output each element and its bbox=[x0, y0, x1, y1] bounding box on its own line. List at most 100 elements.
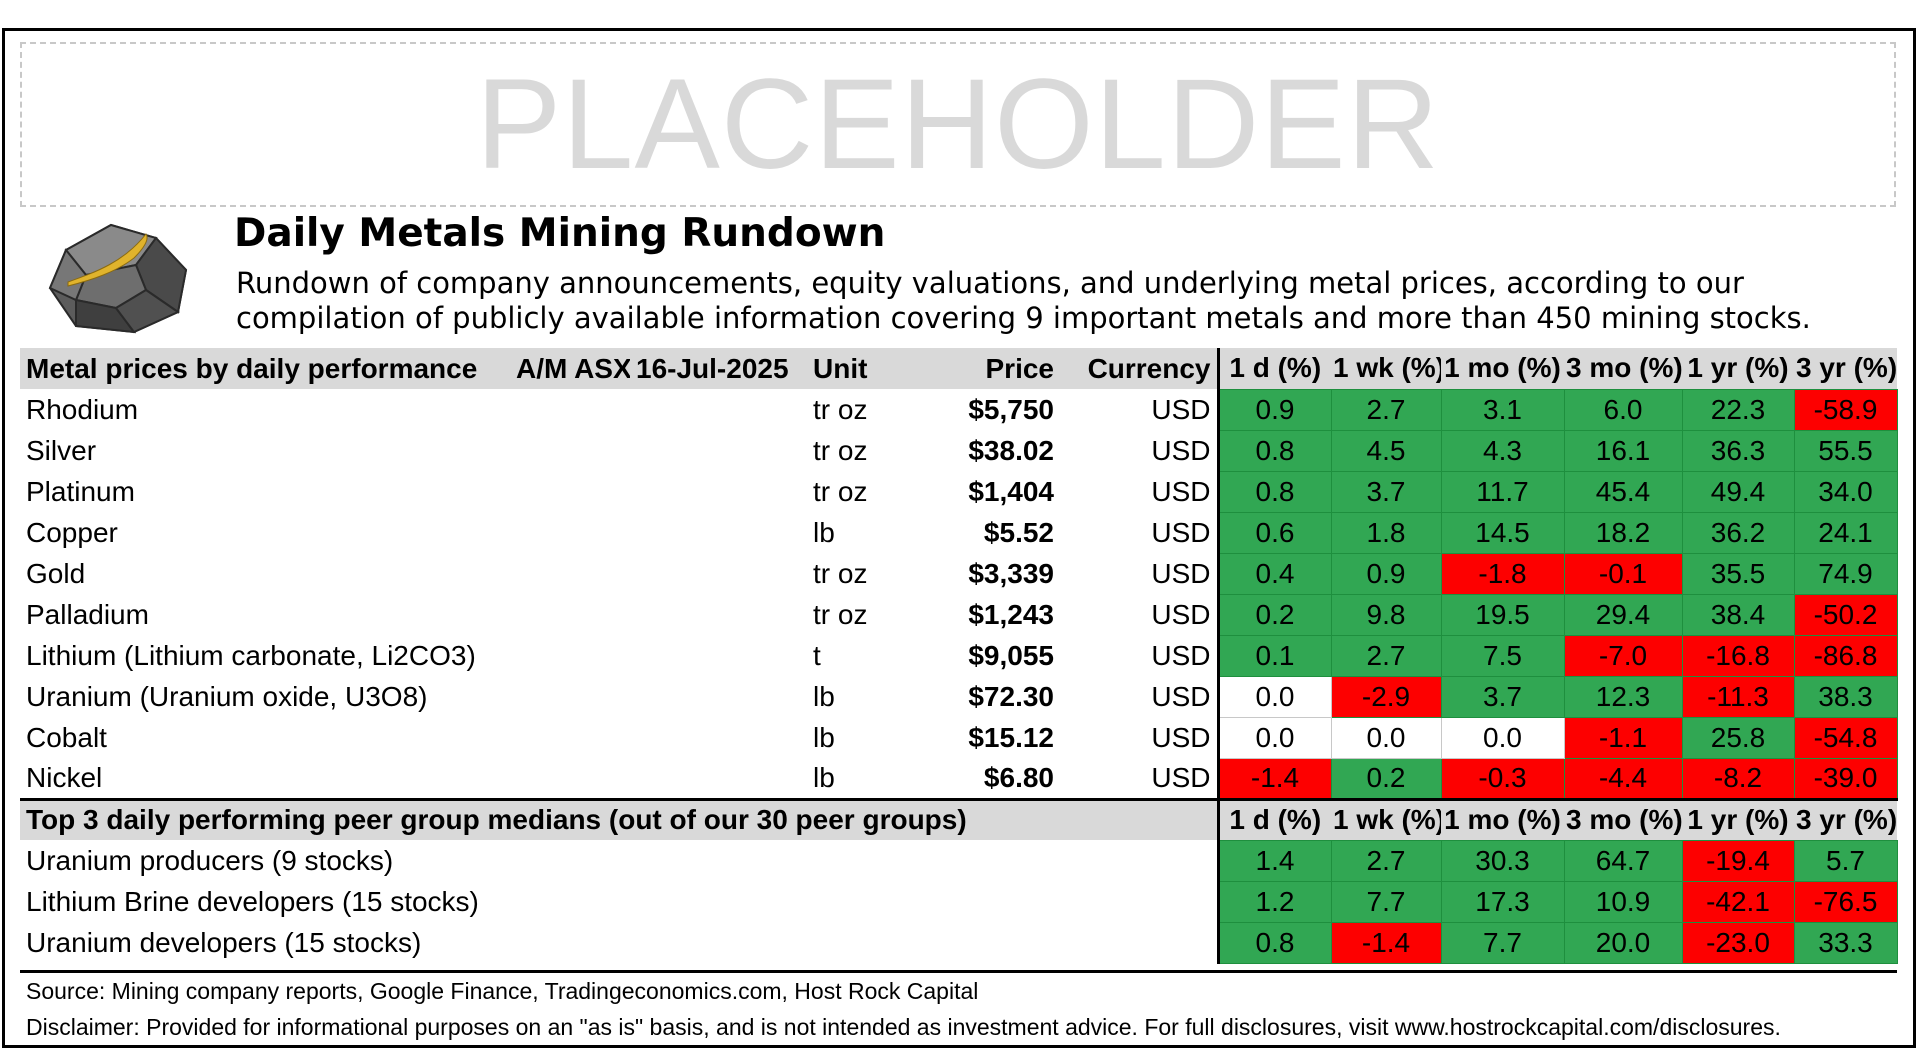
change-cell: 22.3 bbox=[1681, 388, 1795, 431]
change-cell: 9.8 bbox=[1330, 593, 1442, 636]
change-cell: 45.4 bbox=[1563, 470, 1683, 513]
change-cell: 0.6 bbox=[1216, 511, 1332, 554]
metal-price: $38.02 bbox=[968, 434, 1054, 466]
period-header-1wk: 1 wk (%) bbox=[1331, 348, 1441, 389]
peer-group-row: Uranium producers (9 stocks) 1.4 2.7 30.3 64… bbox=[20, 839, 1898, 882]
period-header-1mo: 1 mo (%) bbox=[1441, 348, 1564, 389]
change-cell: 38.3 bbox=[1793, 675, 1898, 718]
metal-unit: tr oz bbox=[813, 598, 868, 630]
period-header-3yr: 3 yr (%) bbox=[1794, 348, 1897, 389]
change-cell: -58.9 bbox=[1793, 388, 1898, 431]
change-cell: 1.4 bbox=[1216, 839, 1332, 882]
metal-row: Palladium tr oz $1,243 USD 0.2 9.8 19.5 29.4 38.… bbox=[20, 593, 1898, 636]
change-cell: 0.0 bbox=[1216, 716, 1332, 759]
change-cell: -42.1 bbox=[1681, 880, 1795, 923]
period-header-1yr: 1 yr (%) bbox=[1682, 797, 1794, 840]
change-cell: 7.7 bbox=[1440, 921, 1565, 964]
report-frame bbox=[2, 28, 1916, 1048]
change-cell: 5.7 bbox=[1793, 839, 1898, 882]
change-cell: 20.0 bbox=[1563, 921, 1683, 964]
change-cell: 34.0 bbox=[1793, 470, 1898, 513]
change-cell: -2.9 bbox=[1330, 675, 1442, 718]
metal-name: Rhodium bbox=[26, 393, 139, 425]
change-cell: 0.2 bbox=[1216, 593, 1332, 636]
metal-name: Cobalt bbox=[26, 721, 107, 753]
source-note: Source: Mining company reports, Google F… bbox=[26, 978, 979, 1004]
metal-name: Copper bbox=[26, 516, 118, 548]
change-cell: 11.7 bbox=[1440, 470, 1565, 513]
metal-unit: t bbox=[813, 639, 821, 671]
change-cell: 33.3 bbox=[1793, 921, 1898, 964]
change-cell: 74.9 bbox=[1793, 552, 1898, 595]
metal-row: Rhodium tr oz $5,750 USD 0.9 2.7 3.1 6.0 22.3 -58… bbox=[20, 388, 1898, 431]
change-cell: -1.8 bbox=[1440, 552, 1565, 595]
metal-price: $6.80 bbox=[983, 761, 1054, 793]
change-cell: 38.4 bbox=[1681, 593, 1795, 636]
metal-row: Nickel lb $6.80 USD -1.4 0.2 -0.3 -4.4 -8.2 -39.0 bbox=[20, 757, 1898, 800]
change-cell: 29.4 bbox=[1563, 593, 1683, 636]
metal-unit: lb bbox=[813, 516, 835, 548]
metal-row: Lithium (Lithium carbonate, Li2CO3) t $9,0… bbox=[20, 634, 1898, 677]
metal-unit: tr oz bbox=[813, 557, 868, 589]
date-label: 16-Jul-2025 bbox=[630, 348, 807, 389]
metal-price: $3,339 bbox=[968, 557, 1054, 589]
price-header: Price bbox=[887, 348, 1060, 389]
change-cell: 0.9 bbox=[1216, 388, 1332, 431]
metal-unit: tr oz bbox=[813, 434, 868, 466]
metal-unit: tr oz bbox=[813, 393, 868, 425]
metal-price: $9,055 bbox=[968, 639, 1054, 671]
metals-header-label: Metal prices by daily performance bbox=[20, 348, 510, 389]
change-cell: 3.7 bbox=[1330, 470, 1442, 513]
subtitle-line: compilation of publicly available inform… bbox=[236, 301, 1811, 335]
change-cell: -86.8 bbox=[1793, 634, 1898, 677]
change-cell: 55.5 bbox=[1793, 429, 1898, 472]
change-cell: 0.0 bbox=[1330, 716, 1442, 759]
metal-name: Lithium (Lithium carbonate, Li2CO3) bbox=[26, 639, 476, 671]
metal-unit: lb bbox=[813, 680, 835, 712]
metal-row: Platinum tr oz $1,404 USD 0.8 3.7 11.7 45.4 49.4… bbox=[20, 470, 1898, 513]
change-cell: -50.2 bbox=[1793, 593, 1898, 636]
change-cell: 0.8 bbox=[1216, 470, 1332, 513]
change-cell: -11.3 bbox=[1681, 675, 1795, 718]
change-cell: 64.7 bbox=[1563, 839, 1683, 882]
metal-unit: lb bbox=[813, 761, 835, 793]
metal-price: $15.12 bbox=[968, 721, 1054, 753]
change-cell: -16.8 bbox=[1681, 634, 1795, 677]
change-cell: 3.1 bbox=[1440, 388, 1565, 431]
metal-currency: USD bbox=[1151, 680, 1211, 712]
change-cell: 3.7 bbox=[1440, 675, 1565, 718]
change-cell: 0.1 bbox=[1216, 634, 1332, 677]
period-header-1wk: 1 wk (%) bbox=[1331, 797, 1441, 840]
change-cell: 7.7 bbox=[1330, 880, 1442, 923]
metal-price: $5.52 bbox=[983, 516, 1054, 548]
placeholder-text: PLACEHOLDER bbox=[475, 52, 1441, 196]
banner-placeholder: PLACEHOLDER bbox=[20, 42, 1896, 207]
period-header-3mo: 3 mo (%) bbox=[1564, 348, 1682, 389]
metal-unit: tr oz bbox=[813, 475, 868, 507]
metal-price: $72.30 bbox=[968, 680, 1054, 712]
peer-group-name: Uranium producers (9 stocks) bbox=[26, 844, 394, 876]
currency-header: Currency bbox=[1060, 348, 1218, 389]
metal-unit: lb bbox=[813, 721, 835, 753]
metal-currency: USD bbox=[1151, 475, 1211, 507]
change-cell: 0.0 bbox=[1216, 675, 1332, 718]
change-cell: 30.3 bbox=[1440, 839, 1565, 882]
metal-currency: USD bbox=[1151, 557, 1211, 589]
change-cell: -0.1 bbox=[1563, 552, 1683, 595]
metal-row: Gold tr oz $3,339 USD 0.4 0.9 -1.8 -0.1 35.5 74.9 bbox=[20, 552, 1898, 595]
peer-group-name: Lithium Brine developers (15 stocks) bbox=[26, 885, 479, 917]
change-cell: -8.2 bbox=[1681, 757, 1795, 800]
change-cell: 4.3 bbox=[1440, 429, 1565, 472]
metal-currency: USD bbox=[1151, 639, 1211, 671]
peers-header-row: Top 3 daily performing peer group median… bbox=[20, 797, 1897, 840]
change-cell: 2.7 bbox=[1330, 634, 1442, 677]
metal-name: Silver bbox=[26, 434, 97, 466]
metal-name: Platinum bbox=[26, 475, 135, 507]
metal-price: $1,404 bbox=[968, 475, 1054, 507]
change-cell: -1.4 bbox=[1330, 921, 1442, 964]
change-cell: -19.4 bbox=[1681, 839, 1795, 882]
change-cell: -23.0 bbox=[1681, 921, 1795, 964]
metal-currency: USD bbox=[1151, 393, 1211, 425]
change-cell: -1.4 bbox=[1216, 757, 1332, 800]
metal-row: Cobalt lb $15.12 USD 0.0 0.0 0.0 -1.1 25.8 -54.8 bbox=[20, 716, 1898, 759]
